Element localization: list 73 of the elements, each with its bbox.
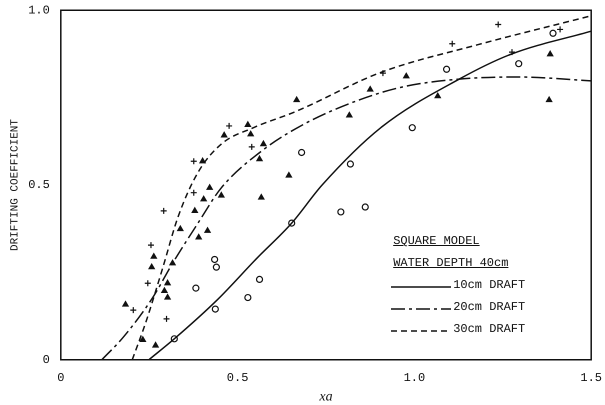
point <box>190 158 198 165</box>
legend-label: 20cm DRAFT <box>453 299 526 316</box>
point <box>379 70 387 77</box>
point <box>556 26 564 34</box>
point <box>367 86 374 92</box>
point <box>346 112 353 118</box>
point <box>218 192 225 198</box>
point <box>169 260 176 266</box>
point <box>199 158 206 164</box>
point <box>212 264 220 271</box>
point <box>144 280 152 287</box>
point <box>346 160 354 168</box>
point <box>362 203 369 211</box>
point <box>448 40 456 48</box>
x-tick-label: 0 <box>57 371 64 386</box>
point <box>549 30 557 37</box>
y-axis-title: DRIFTING COEFFICIENT <box>10 118 22 252</box>
point <box>161 287 168 294</box>
point <box>256 156 263 162</box>
point <box>286 172 292 178</box>
y-tick-label: 0 <box>42 352 50 367</box>
point <box>196 234 202 240</box>
point <box>244 294 252 302</box>
point <box>442 66 450 73</box>
annotation: WATER DEPTH 40cm <box>393 255 510 272</box>
point <box>515 60 522 68</box>
legend-title: SQUARE MODEL <box>393 233 481 250</box>
point <box>508 48 516 56</box>
point <box>546 50 554 56</box>
y-tick-label: 0.5 <box>28 178 50 192</box>
point <box>140 336 146 342</box>
point <box>164 280 171 286</box>
point <box>260 140 267 146</box>
point <box>408 124 416 132</box>
point <box>162 315 170 322</box>
point <box>293 96 300 102</box>
point <box>122 300 129 307</box>
point <box>248 143 256 150</box>
legend-label: 30cm DRAFT <box>453 321 526 338</box>
point <box>258 194 264 200</box>
point <box>160 207 168 214</box>
point <box>494 20 502 28</box>
point <box>164 294 171 300</box>
x-tick-label: 1.5 <box>580 371 602 386</box>
point <box>130 306 137 314</box>
point <box>152 342 159 348</box>
point <box>226 122 233 130</box>
x-tick-label: 0.5 <box>226 371 248 386</box>
x-tick-label: 1.0 <box>404 371 426 386</box>
point <box>150 253 157 259</box>
point <box>200 196 207 202</box>
point <box>337 208 344 216</box>
point <box>247 130 254 136</box>
point <box>403 72 410 78</box>
point <box>211 256 218 264</box>
legend-label: 10cm DRAFT <box>453 277 526 294</box>
point <box>546 96 552 102</box>
point <box>147 242 155 249</box>
y-tick-label: 1.0 <box>28 3 50 18</box>
x-axis-title: xa <box>318 389 333 404</box>
point <box>192 207 198 213</box>
point <box>212 306 219 313</box>
point <box>177 225 184 232</box>
point <box>256 276 264 283</box>
point <box>148 264 155 270</box>
point <box>192 284 200 292</box>
point <box>204 227 211 233</box>
point <box>298 148 306 156</box>
point <box>434 92 441 98</box>
point <box>206 184 213 190</box>
point <box>244 121 252 127</box>
point <box>190 189 198 196</box>
point <box>220 132 228 138</box>
